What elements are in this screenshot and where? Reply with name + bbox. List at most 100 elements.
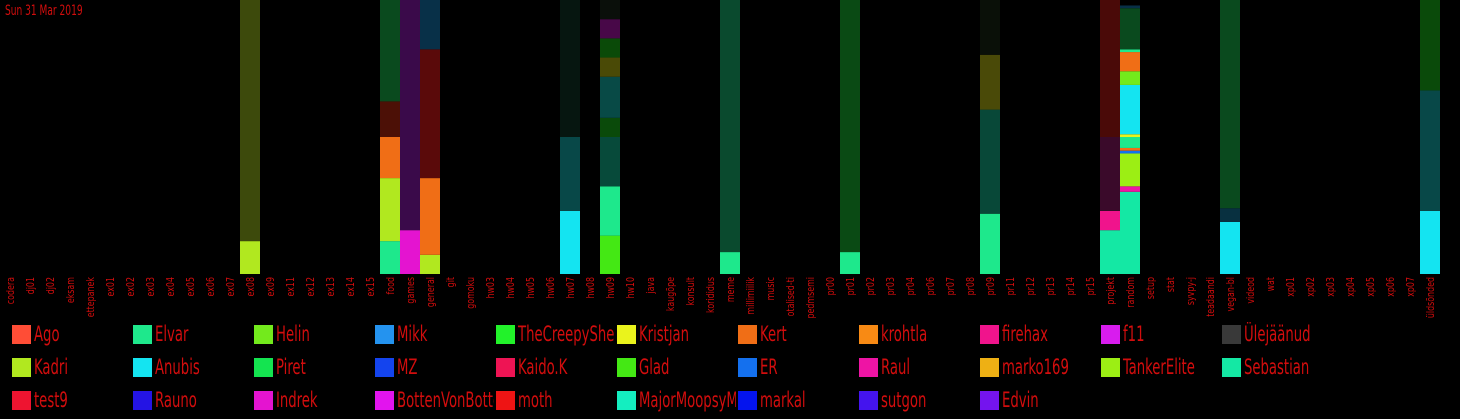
legend-label: Kaido.K: [518, 355, 568, 379]
x-tick-label: ex09: [265, 277, 278, 296]
x-tick-label: wat: [1265, 277, 1278, 292]
x-tick-label: ex14: [345, 277, 358, 296]
legend-label: Kristjan: [639, 322, 690, 346]
x-tick-label: xp07: [1405, 277, 1418, 297]
legend-label: krohtla: [881, 322, 928, 346]
x-tick-label: random: [1125, 277, 1138, 308]
bar-segment-general-lejnud: [420, 0, 440, 50]
x-tick-label: kaugõpe: [665, 277, 678, 311]
legend-item: Ago: [12, 322, 131, 346]
x-tick-label: korididus: [705, 277, 718, 313]
bar-segment-üldsõnded-lejnud: [1420, 90, 1440, 211]
x-tick-label: ex12: [305, 277, 318, 296]
x-tick-labels: codera dj01 dj02 eksam ettepanek ex01 ex02 ex03…: [5, 277, 1438, 319]
legend-swatch: [496, 390, 515, 410]
legend-label: Ülejäänud: [1244, 322, 1311, 346]
x-tick-label: ex03: [145, 277, 158, 296]
legend-item: Raul: [859, 355, 978, 379]
legend-swatch: [133, 390, 152, 410]
x-tick-label: setup: [1145, 277, 1158, 299]
legend-swatch: [375, 390, 394, 410]
bar-segment-ex08-lejnud: [240, 0, 260, 242]
bar-segment-random-sebastian: [1120, 191, 1140, 274]
legend-swatch: [980, 357, 999, 377]
bar-segment-ex08-kadri: [240, 241, 260, 274]
legend-item: TheCreepySheep: [496, 322, 615, 346]
bar-segment-hw09-lejnud: [600, 0, 620, 20]
x-tick-label: hw05: [525, 277, 538, 299]
x-tick-label: stat: [1165, 277, 1178, 292]
legend-label: TheCreepySheep: [518, 322, 615, 346]
x-tick-label: hw07: [565, 277, 578, 299]
legend-label: firehax: [1002, 322, 1048, 346]
bar-segment-pr09-lejnud: [980, 54, 1000, 110]
x-tick-label: hw08: [585, 277, 598, 299]
x-tick-label: hw06: [545, 277, 558, 299]
bar-segment-food-kert: [380, 137, 400, 179]
legend-label: Helin: [276, 322, 310, 346]
x-tick-label: pedmsemi: [805, 277, 818, 319]
bar-segment-food-lejnud: [380, 101, 400, 137]
x-tick-label: syvpy-j: [1185, 277, 1198, 305]
bar-segment-random-lejnud: [1120, 8, 1140, 50]
bar-segment-general-lejnud: [420, 49, 440, 179]
legend-label: Raul: [881, 355, 911, 379]
x-tick-label: pr01: [845, 277, 858, 295]
bar-segment-random-elvar: [1120, 137, 1140, 148]
legend-item: Glad: [617, 355, 736, 379]
bar-segment-general-kert: [420, 178, 440, 255]
legend-swatch: [859, 324, 878, 344]
bar-segment-vegan-bl-lejnud: [1220, 208, 1240, 222]
legend-swatch: [12, 357, 31, 377]
legend-swatch: [859, 357, 878, 377]
x-tick-label: ex06: [205, 277, 218, 296]
bar-segment-projekt-firehax: [1100, 210, 1120, 231]
bar-segment-food-kadri: [380, 178, 400, 242]
bar-segment-random-lejnud: [1120, 5, 1140, 9]
legend-item: Kadri: [12, 355, 131, 379]
legend-label: ER: [760, 355, 778, 379]
x-tick-label: hw10: [625, 277, 638, 299]
bar-segment-random-kristjan: [1120, 134, 1140, 137]
x-tick-label: ex04: [165, 277, 178, 296]
legend-swatch: [617, 390, 636, 410]
x-tick-label: ex15: [365, 277, 378, 296]
bar-segment-hw09-lejnud: [600, 57, 620, 77]
legend-swatch: [496, 357, 515, 377]
x-tick-label: hw09: [605, 277, 618, 299]
legend-item: Ülejäänud: [1222, 322, 1422, 346]
legend-swatch: [133, 357, 152, 377]
x-tick-label: git: [445, 277, 458, 288]
x-tick-label: pr07: [945, 277, 958, 295]
legend-swatch: [1101, 357, 1120, 377]
x-tick-label: konsult: [685, 277, 698, 306]
bar-segment-hw09-lejnud: [600, 117, 620, 137]
legend-swatch: [1222, 357, 1241, 377]
x-tick-label: teadaandi: [1205, 277, 1218, 317]
bar-segment-projekt-sebastian: [1100, 230, 1120, 274]
x-tick-label: pr14: [1065, 277, 1078, 295]
x-tick-label: gomoku: [465, 277, 478, 309]
legend-swatch: [617, 357, 636, 377]
bar-segment-üldsõnded-anubis: [1420, 210, 1440, 274]
legend-label: Ago: [34, 322, 60, 346]
bar-segment-pr09-elvar: [980, 213, 1000, 274]
x-tick-label: pr03: [885, 277, 898, 295]
x-tick-label: ex13: [325, 277, 338, 296]
bar-segment-hw09-elvar: [600, 186, 620, 236]
x-tick-label: xp03: [1325, 277, 1338, 297]
x-tick-label: pr02: [865, 277, 878, 295]
x-tick-label: xp06: [1385, 277, 1398, 297]
bar-segment-hw09-lejnud: [600, 76, 620, 118]
x-tick-label: pr08: [965, 277, 978, 295]
x-tick-label: ex11: [285, 277, 298, 296]
legend-label: TankerElite: [1123, 355, 1195, 379]
legend-label: moth: [518, 388, 553, 412]
legend-label: Sebastian: [1244, 355, 1310, 379]
date-label: Sun 31 Mar 2019: [5, 3, 83, 19]
legend-item: moth: [496, 388, 615, 412]
x-tick-label: eksam: [65, 277, 78, 303]
bar-segment-random-kert: [1120, 52, 1140, 72]
bar-segment-games-indrek: [400, 230, 420, 274]
x-tick-label: ettepanek: [85, 277, 98, 318]
